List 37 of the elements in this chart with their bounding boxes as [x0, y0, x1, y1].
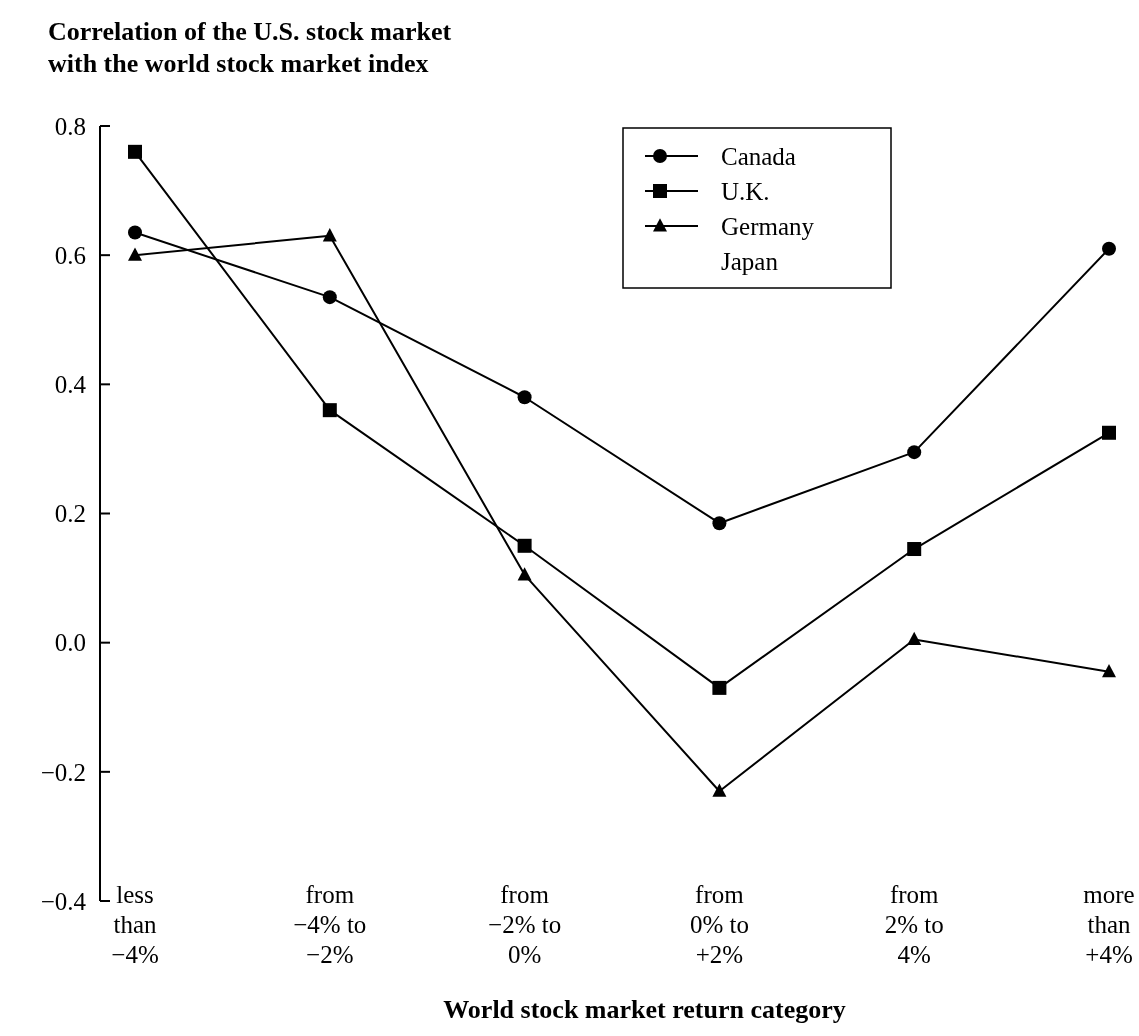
- y-tick-label: −0.2: [40, 758, 86, 786]
- x-tick-label: from −2% to 0%: [488, 881, 562, 968]
- x-tick-label: from 0% to +2%: [689, 881, 749, 968]
- text: Japan: [721, 247, 779, 275]
- point: [517, 567, 532, 581]
- point: [907, 631, 922, 646]
- point: [907, 542, 922, 557]
- point: [322, 403, 337, 418]
- point: [128, 144, 142, 159]
- y-tick-label: 0.4: [54, 371, 87, 399]
- x-tick-label: more than +4%: [1083, 881, 1135, 968]
- y-tick-label: −0.4: [40, 887, 87, 915]
- legend-label: Germany: [721, 212, 815, 240]
- x-tick-label: from −4% to −2%: [293, 881, 367, 968]
- point: [712, 516, 727, 531]
- point: [1102, 664, 1116, 678]
- legend-label: U.K.: [721, 177, 770, 205]
- point: [517, 538, 532, 553]
- point: [907, 445, 922, 460]
- point: [322, 290, 337, 305]
- y-tick-label: 0.0: [54, 629, 86, 657]
- y-tick-label: 0.2: [54, 500, 86, 528]
- point: [712, 680, 727, 695]
- legend-label: Canada: [721, 142, 796, 170]
- x-tick-label: from 2% to 4%: [884, 881, 944, 968]
- point: [517, 390, 532, 405]
- x-axis-title: World stock market return category: [443, 995, 846, 1024]
- point: [712, 783, 727, 797]
- y-tick-label: 0.6: [54, 241, 86, 269]
- point: [1102, 425, 1116, 440]
- x-tick-label: less than −4%: [111, 881, 159, 968]
- chart-title: Correlation of the U.S. stock market with the world stock market index: [48, 17, 452, 78]
- point: [128, 225, 142, 240]
- y-tick-label: 0.8: [54, 112, 86, 140]
- point: [128, 247, 142, 261]
- point: [322, 228, 337, 242]
- point: [1102, 241, 1116, 256]
